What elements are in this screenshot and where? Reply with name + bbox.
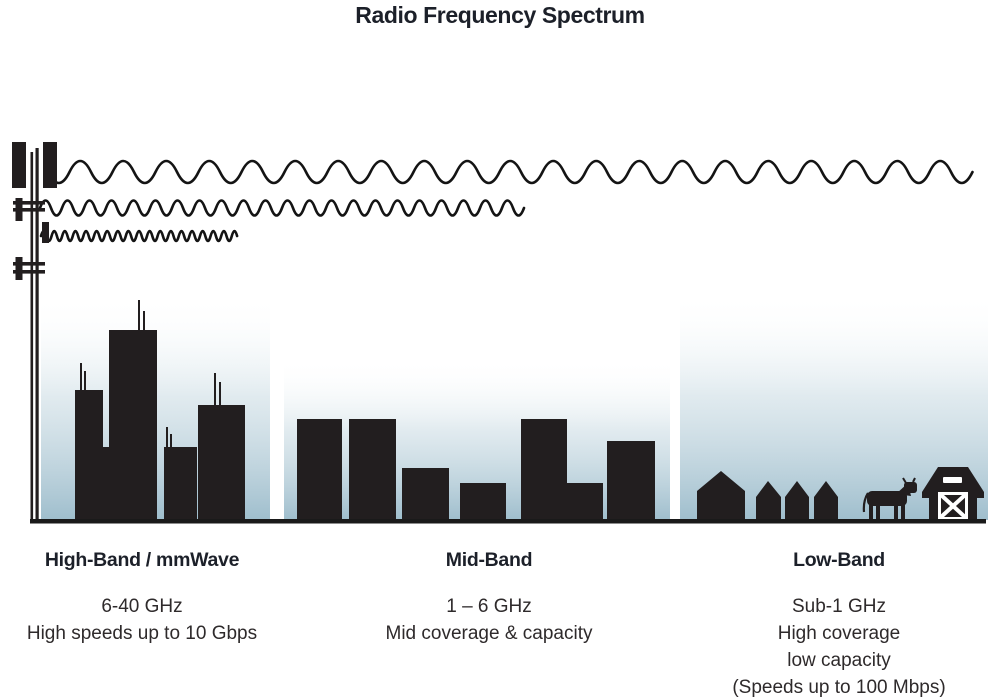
- low-band-frequency: Sub-1 GHz: [792, 596, 886, 617]
- skyscraper: [198, 405, 245, 520]
- radio-waves: [38, 159, 974, 243]
- page-title: Radio Frequency Spectrum: [355, 2, 645, 28]
- house: [814, 481, 838, 520]
- mid-band-frequency: 1 – 6 GHz: [446, 596, 532, 617]
- low-band-long-wave: [46, 159, 974, 185]
- cow-icon: [862, 477, 917, 519]
- building: [402, 468, 449, 520]
- low-band-capacity: low capacity: [787, 650, 891, 671]
- high-band-frequency: 6-40 GHz: [101, 596, 183, 617]
- mid-band-label-block: Mid-Band 1 – 6 GHz Mid coverage & capaci…: [349, 549, 629, 647]
- low-band-heading: Low-Band: [793, 549, 885, 571]
- high-band-short-wave: [39, 229, 239, 243]
- building: [567, 483, 603, 520]
- mid-band-heading: Mid-Band: [445, 549, 533, 571]
- high-band-note: High speeds up to 10 Gbps: [26, 623, 258, 644]
- house: [785, 481, 809, 520]
- building: [349, 419, 396, 520]
- building: [607, 441, 655, 520]
- building: [297, 419, 342, 520]
- low-band-coverage: High coverage: [777, 623, 901, 644]
- barn-icon: [922, 467, 984, 520]
- low-band-label-block: Low-Band Sub-1 GHz High coverage low cap…: [699, 549, 979, 700]
- skyscraper: [164, 447, 197, 520]
- skyscraper: [109, 330, 157, 520]
- house: [756, 481, 781, 520]
- building: [460, 483, 506, 520]
- high-band-label-block: High-Band / mmWave 6-40 GHz High speeds …: [2, 549, 282, 647]
- high-band-heading: High-Band / mmWave: [44, 549, 240, 571]
- mid-band-note: Mid coverage & capacity: [385, 623, 593, 644]
- houses-icon: [697, 471, 838, 520]
- city-skyline: [75, 300, 245, 520]
- mid-rise-buildings: [297, 419, 655, 520]
- low-band-speed: (Speeds up to 100 Mbps): [732, 677, 946, 698]
- cell-tower-icon: [12, 142, 57, 523]
- ground-line: [30, 519, 986, 524]
- house: [697, 471, 745, 520]
- mid-band-medium-wave: [38, 199, 526, 217]
- building: [521, 419, 567, 520]
- skyscraper: [75, 390, 103, 520]
